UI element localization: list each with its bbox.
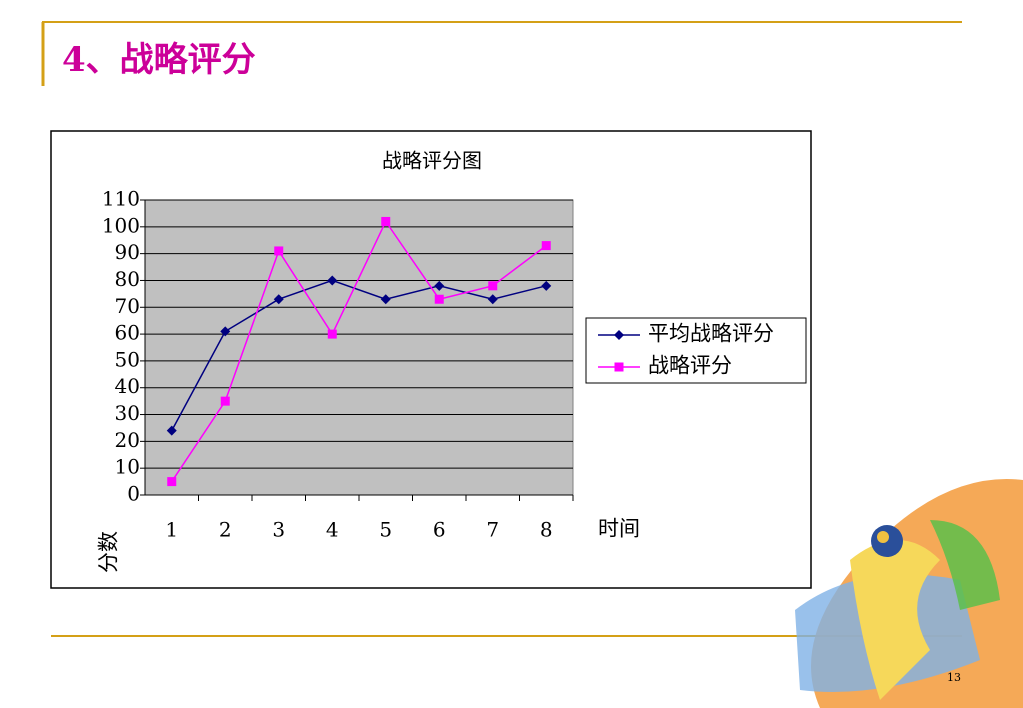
legend-marker — [614, 330, 624, 340]
legend-label: 战略评分 — [648, 354, 732, 378]
data-point — [167, 477, 177, 487]
y-tick-label: 70 — [115, 294, 140, 318]
series-line — [171, 219, 547, 483]
data-point — [541, 280, 552, 291]
data-point — [327, 275, 338, 286]
page-number: 13 — [947, 671, 961, 684]
y-tick-label: 30 — [115, 401, 140, 425]
y-tick-label: 100 — [102, 213, 140, 237]
data-point — [434, 294, 444, 304]
y-tick-label: 90 — [115, 240, 140, 264]
data-point — [434, 280, 445, 291]
y-tick-label: 0 — [127, 482, 140, 506]
y-axis-label: 分数 — [97, 531, 121, 573]
y-tick-label: 80 — [115, 267, 140, 291]
plot-area — [144, 199, 574, 496]
data-point — [541, 241, 551, 251]
x-tick-label: 8 — [540, 518, 553, 542]
x-tick-label: 7 — [486, 518, 499, 542]
y-tick-label: 40 — [115, 374, 140, 398]
chart-title: 战略评分图 — [382, 149, 482, 173]
slide-title: 4、战略评分 — [62, 40, 256, 80]
data-point — [380, 294, 391, 305]
x-tick-label: 6 — [433, 518, 446, 542]
x-tick-label: 4 — [326, 518, 339, 542]
x-tick-label: 3 — [272, 518, 285, 542]
y-tick-label: 20 — [115, 428, 140, 452]
data-point — [220, 396, 230, 406]
y-tick-label: 50 — [115, 347, 140, 371]
decoration — [795, 479, 1023, 708]
data-point — [166, 425, 177, 436]
y-tick-label: 10 — [115, 455, 140, 479]
series-line — [171, 279, 547, 431]
legend — [585, 317, 807, 384]
data-point — [381, 216, 391, 226]
data-point — [220, 326, 231, 337]
legend-label: 平均战略评分 — [648, 322, 774, 346]
y-tick-label: 60 — [115, 321, 140, 345]
x-axis-label: 时间 — [598, 517, 640, 541]
data-point — [274, 246, 284, 256]
data-point — [327, 329, 337, 339]
x-tick-label: 2 — [219, 518, 232, 542]
data-point — [488, 281, 498, 291]
data-point — [273, 294, 284, 305]
y-tick-label: 110 — [102, 187, 140, 211]
legend-marker — [614, 362, 624, 372]
x-tick-label: 1 — [165, 518, 178, 542]
x-tick-label: 5 — [379, 518, 392, 542]
data-point — [487, 294, 498, 305]
